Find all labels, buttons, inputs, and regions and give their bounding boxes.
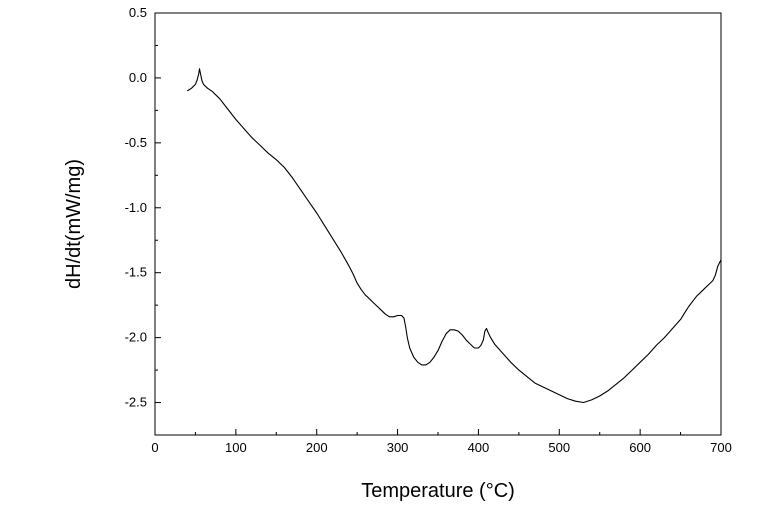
x-tick-label: 100 [225, 440, 247, 455]
x-axis-title: Temperature (°C) [361, 480, 515, 502]
tick-labels-group: 0 100 200 300 400 500 600 700 0.5 0.0 -0.5 -1.0 -1.5… [125, 5, 732, 455]
x-tick-label: 600 [629, 440, 651, 455]
ticks-group [154, 12, 722, 436]
y-tick-label: -2.0 [125, 330, 147, 345]
series-line [187, 68, 722, 404]
y-tick-label: -0.5 [125, 135, 147, 150]
y-tick-label: -2.5 [125, 395, 147, 410]
x-tick-label: 700 [710, 440, 732, 455]
y-tick-label: 0.0 [129, 70, 147, 85]
x-tick-label: 0 [151, 440, 158, 455]
plot-frame [154, 12, 722, 436]
y-tick-label: 0.5 [129, 5, 147, 20]
y-tick-label: -1.0 [125, 200, 147, 215]
x-tick-label: 500 [548, 440, 570, 455]
x-tick-label: 300 [387, 440, 409, 455]
x-tick-label: 200 [306, 440, 328, 455]
y-tick-label: -1.5 [125, 265, 147, 280]
x-tick-label: 400 [468, 440, 490, 455]
y-axis-title: dH/dt(mW/mg) [63, 159, 85, 289]
